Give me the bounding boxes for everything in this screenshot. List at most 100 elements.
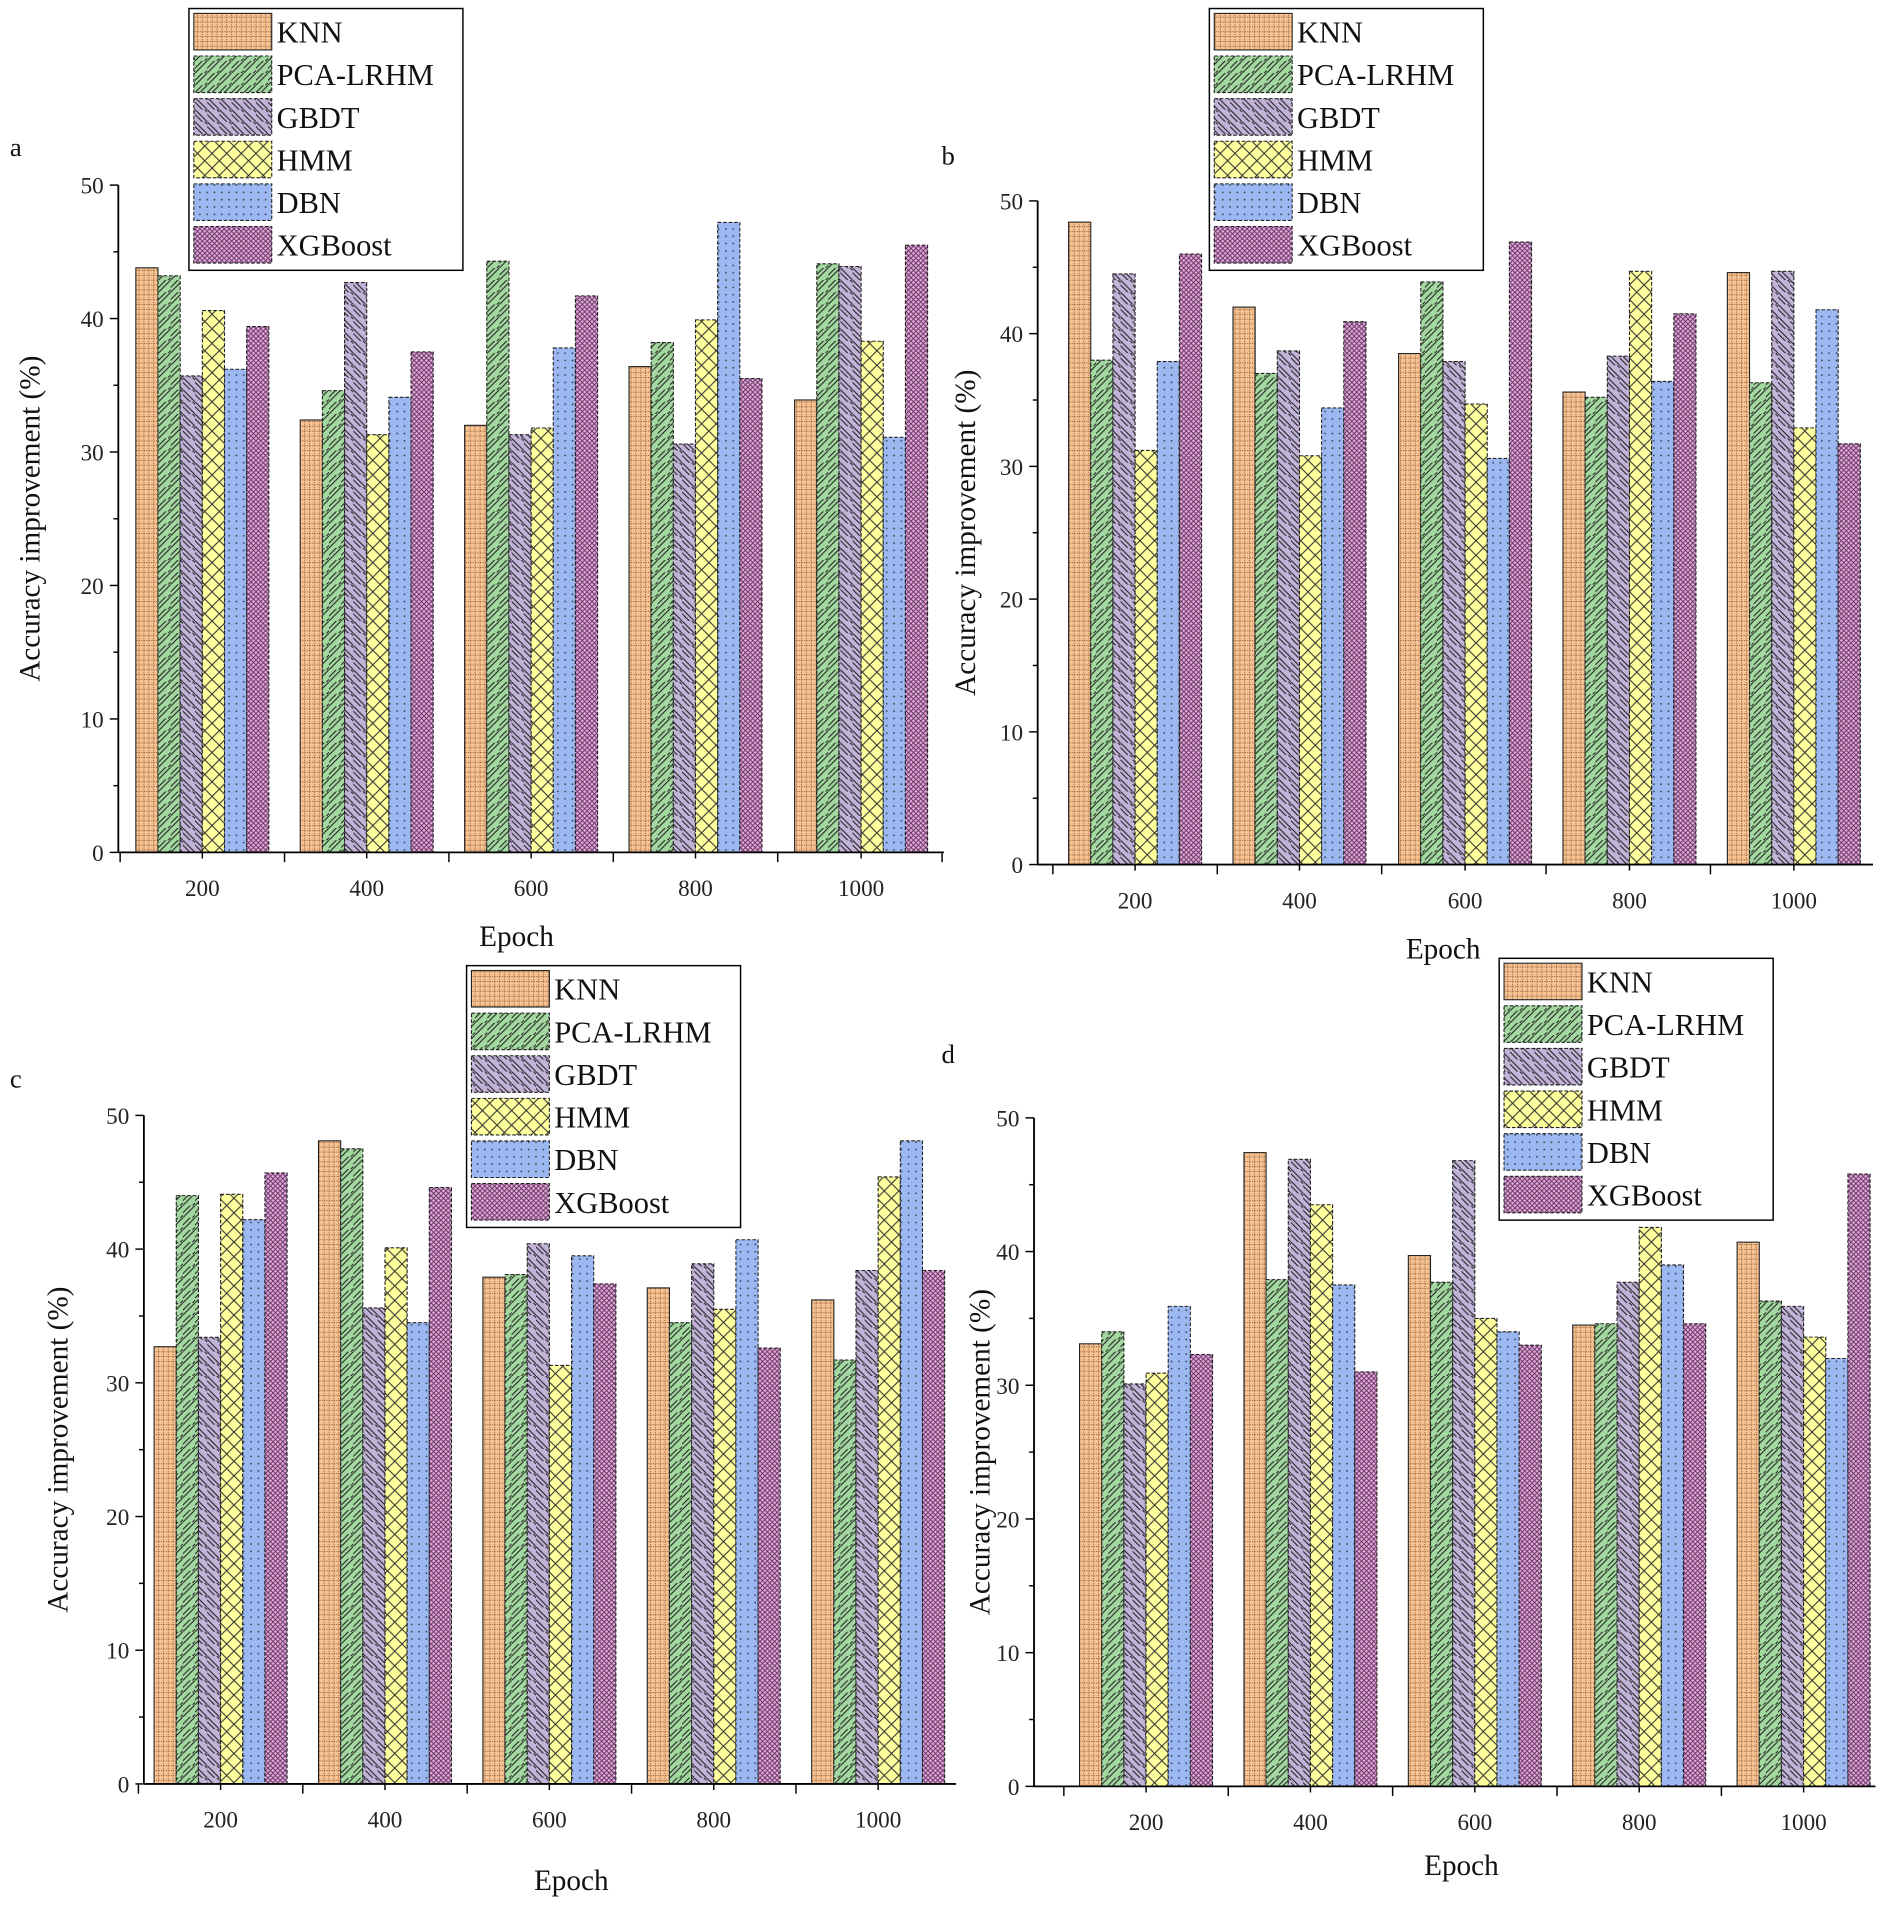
y-tick-label: 20 — [81, 574, 104, 600]
y-tick-label: 20 — [996, 1507, 1019, 1533]
bar-knn-600 — [1407, 1255, 1432, 1787]
bar-dbn-400 — [388, 396, 412, 853]
bar-gbdt-800 — [691, 1263, 715, 1785]
panel-label: a — [10, 132, 22, 162]
bar-pca-lrhm-400 — [321, 390, 346, 853]
panel-label: d — [941, 1039, 955, 1069]
y-axis-label: Accuracy improvement (%) — [15, 356, 47, 682]
y-axis-label: Accuracy improvement (%) — [950, 370, 982, 696]
bar-hmm-800 — [694, 319, 719, 853]
legend-label: XGBoost — [1297, 229, 1413, 263]
y-axis-label: Accuracy improvement (%) — [964, 1289, 996, 1615]
x-tick-label: 800 — [696, 1808, 731, 1834]
bar-gbdt-1000 — [1780, 1305, 1805, 1787]
chart-panel-c: 0 10 20 30 40 50 200 400 600 800 1000 Epoch Accuracy… — [10, 964, 957, 1897]
bar-hmm-1000 — [1793, 427, 1817, 866]
legend-label: KNN — [277, 16, 343, 50]
legend-label: KNN — [1297, 16, 1363, 50]
bar-dbn-600 — [552, 347, 576, 853]
y-tick-label: 30 — [996, 1374, 1019, 1400]
bar-hmm-400 — [1298, 455, 1323, 866]
bar-pca-lrhm-1000 — [1758, 1300, 1782, 1787]
y-tick-label: 0 — [1011, 853, 1023, 879]
x-axis-label: Epoch — [479, 921, 554, 953]
y-tick-label: 40 — [996, 1240, 1019, 1266]
bar-pca-lrhm-400 — [340, 1148, 364, 1785]
bar-gbdt-200 — [197, 1336, 222, 1785]
x-tick-label: 400 — [1282, 888, 1317, 914]
bar-gbdt-400 — [1276, 350, 1301, 866]
bar-dbn-200 — [1167, 1305, 1191, 1787]
legend-swatch-knn — [193, 12, 273, 51]
bar-dbn-400 — [406, 1322, 430, 1785]
bar-hmm-400 — [384, 1247, 408, 1785]
x-tick-label: 400 — [368, 1808, 403, 1834]
bar-xgboost-1000 — [1847, 1173, 1871, 1787]
x-tick-label: 200 — [1118, 888, 1153, 914]
legend-swatch-gbdt — [193, 98, 273, 136]
bar-pca-lrhm-200 — [1090, 359, 1114, 866]
x-tick-label: 200 — [203, 1808, 238, 1834]
bar-xgboost-400 — [1343, 321, 1367, 866]
y-tick-label: 10 — [1000, 720, 1023, 746]
bar-xgboost-400 — [428, 1187, 453, 1785]
bar-pca-lrhm-800 — [1594, 1323, 1618, 1787]
bar-gbdt-800 — [1616, 1281, 1640, 1787]
legend-label: XGBoost — [277, 229, 393, 263]
bar-dbn-200 — [223, 368, 248, 853]
x-tick-label: 800 — [678, 876, 713, 902]
bar-pca-lrhm-1000 — [1748, 382, 1773, 866]
x-tick-label: 800 — [1622, 1810, 1657, 1836]
bar-hmm-800 — [713, 1308, 737, 1785]
panel-label: c — [10, 1063, 22, 1093]
bar-dbn-800 — [735, 1239, 759, 1785]
bar-dbn-1000 — [882, 436, 906, 853]
bar-hmm-600 — [1474, 1317, 1498, 1787]
bar-knn-1000 — [794, 399, 818, 853]
legend-swatch-xgboost — [470, 1183, 550, 1221]
bar-pca-lrhm-200 — [175, 1195, 199, 1785]
legend-label: GBDT — [1297, 101, 1380, 135]
bar-pca-lrhm-1000 — [816, 263, 840, 853]
y-axis-label: Accuracy improvement (%) — [43, 1287, 75, 1613]
bar-hmm-200 — [201, 309, 226, 853]
legend-swatch-xgboost — [1503, 1175, 1583, 1214]
bar-knn-200 — [153, 1346, 177, 1785]
chart-panel-a: 0 10 20 30 40 50 200 400 600 800 1000 Epoch Accuracy… — [10, 7, 944, 953]
legend-swatch-xgboost — [1213, 225, 1293, 264]
bar-dbn-1000 — [899, 1140, 924, 1785]
bar-xgboost-200 — [246, 326, 270, 853]
bar-xgboost-400 — [410, 351, 434, 853]
bar-gbdt-1000 — [838, 265, 862, 853]
bar-hmm-1000 — [1803, 1336, 1827, 1787]
y-tick-label: 10 — [996, 1641, 1019, 1667]
bar-hmm-1000 — [860, 340, 884, 853]
legend-swatch-pca-lrhm — [1213, 55, 1293, 94]
bar-hmm-800 — [1628, 270, 1653, 866]
bar-pca-lrhm-600 — [486, 260, 510, 853]
x-tick-label: 600 — [514, 876, 549, 902]
bar-gbdt-400 — [1287, 1158, 1311, 1787]
legend-swatch-knn — [1213, 12, 1293, 51]
bar-xgboost-800 — [1682, 1323, 1707, 1787]
x-tick-label: 1000 — [855, 1808, 901, 1834]
x-tick-label: 800 — [1612, 888, 1647, 914]
bar-gbdt-200 — [1123, 1383, 1147, 1787]
legend-label: DBN — [554, 1143, 618, 1177]
bar-hmm-800 — [1638, 1226, 1662, 1787]
legend: KNN PCA-LRHM GBDT HMM DBN XGBoost — [1498, 957, 1774, 1221]
bar-knn-200 — [135, 267, 159, 853]
bar-knn-1000 — [1736, 1241, 1760, 1787]
legend-label: KNN — [1587, 965, 1653, 999]
legend-swatch-gbdt — [470, 1055, 550, 1093]
bar-gbdt-600 — [1442, 360, 1466, 866]
bar-xgboost-400 — [1354, 1371, 1378, 1787]
bar-knn-800 — [1562, 391, 1586, 866]
bar-pca-lrhm-200 — [1101, 1331, 1125, 1787]
bar-hmm-600 — [530, 427, 554, 853]
bar-hmm-200 — [220, 1193, 244, 1785]
bar-pca-lrhm-400 — [1254, 372, 1278, 866]
legend-label: DBN — [1297, 186, 1361, 220]
legend-label: GBDT — [277, 101, 360, 135]
bar-hmm-200 — [1145, 1372, 1169, 1787]
